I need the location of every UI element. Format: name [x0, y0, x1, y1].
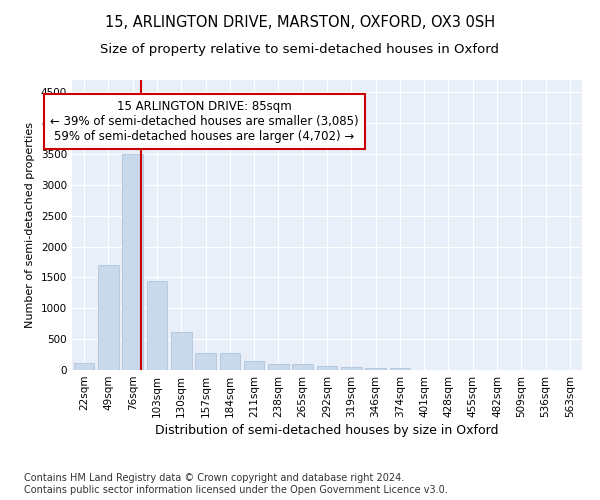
Bar	[341, 367, 362, 370]
Bar	[195, 354, 216, 370]
Bar	[98, 265, 119, 370]
X-axis label: Distribution of semi-detached houses by size in Oxford: Distribution of semi-detached houses by …	[155, 424, 499, 437]
Text: Contains HM Land Registry data © Crown copyright and database right 2024.
Contai: Contains HM Land Registry data © Crown c…	[24, 474, 448, 495]
Y-axis label: Number of semi-detached properties: Number of semi-detached properties	[25, 122, 35, 328]
Bar	[244, 362, 265, 370]
Text: Size of property relative to semi-detached houses in Oxford: Size of property relative to semi-detach…	[101, 42, 499, 56]
Bar	[171, 332, 191, 370]
Bar	[146, 280, 167, 370]
Bar	[268, 364, 289, 370]
Bar	[122, 154, 143, 370]
Bar	[365, 368, 386, 370]
Text: 15 ARLINGTON DRIVE: 85sqm
← 39% of semi-detached houses are smaller (3,085)
59% : 15 ARLINGTON DRIVE: 85sqm ← 39% of semi-…	[50, 100, 359, 144]
Text: 15, ARLINGTON DRIVE, MARSTON, OXFORD, OX3 0SH: 15, ARLINGTON DRIVE, MARSTON, OXFORD, OX…	[105, 15, 495, 30]
Bar	[389, 368, 410, 370]
Bar	[220, 354, 240, 370]
Bar	[317, 366, 337, 370]
Bar	[74, 363, 94, 370]
Bar	[292, 364, 313, 370]
